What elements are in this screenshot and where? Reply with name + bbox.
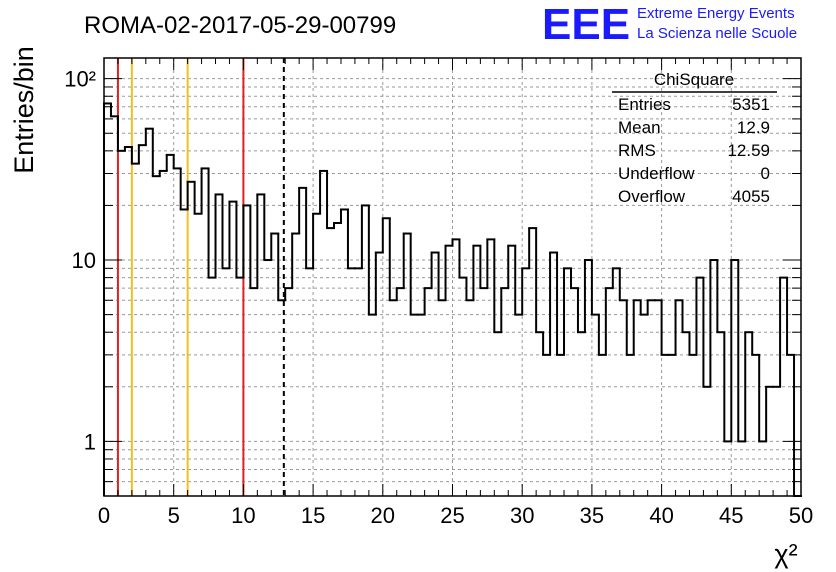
y-tick-label: 1 bbox=[84, 429, 96, 454]
x-tick-label: 30 bbox=[510, 503, 534, 528]
stats-label: Entries bbox=[618, 95, 671, 114]
logo-line-2: La Scienza nelle Scuole bbox=[637, 25, 797, 42]
y-tick-label: 10² bbox=[64, 67, 96, 92]
eee-logo: EEE Extreme Energy Events La Scienza nel… bbox=[542, 0, 797, 49]
y-tick-label: 10 bbox=[72, 248, 96, 273]
x-tick-label: 25 bbox=[440, 503, 464, 528]
stats-value: 4055 bbox=[732, 187, 770, 206]
stats-value: 5351 bbox=[732, 95, 770, 114]
stats-label: RMS bbox=[618, 141, 656, 160]
x-tick-label: 50 bbox=[789, 503, 813, 528]
eee-logo-mark: EEE bbox=[542, 0, 630, 49]
stats-value: 0 bbox=[761, 164, 770, 183]
x-tick-label: 15 bbox=[301, 503, 325, 528]
x-tick-label: 10 bbox=[231, 503, 255, 528]
grid bbox=[104, 58, 801, 496]
axis-ticks: 0 5 10 15 20 25 30 35 40 45 50 1 10 10² bbox=[64, 58, 813, 528]
chart-title: ROMA-02-2017-05-29-00799 bbox=[84, 12, 396, 39]
stats-value: 12.9 bbox=[737, 118, 770, 137]
x-tick-label: 35 bbox=[580, 503, 604, 528]
stats-rows: Entries 5351 Mean 12.9 RMS 12.59 Underflow 0 Ove… bbox=[618, 95, 770, 206]
x-axis-label: χ² bbox=[774, 539, 797, 569]
stats-label: Mean bbox=[618, 118, 661, 137]
logo-line-1: Extreme Energy Events bbox=[637, 5, 795, 22]
stats-label: Overflow bbox=[618, 187, 686, 206]
stats-title: ChiSquare bbox=[654, 70, 734, 89]
stats-value: 12.59 bbox=[727, 141, 770, 160]
stats-box: ChiSquare Entries 5351 Mean 12.9 RMS 12.59 Und… bbox=[612, 70, 777, 206]
reference-lines bbox=[116, 58, 285, 496]
x-tick-label: 5 bbox=[168, 503, 180, 528]
x-tick-label: 45 bbox=[719, 503, 743, 528]
y-axis-label: Entries/bin bbox=[9, 46, 39, 174]
stats-label: Underflow bbox=[618, 164, 695, 183]
x-tick-label: 40 bbox=[649, 503, 673, 528]
x-tick-label: 20 bbox=[371, 503, 395, 528]
x-tick-label: 0 bbox=[98, 503, 110, 528]
